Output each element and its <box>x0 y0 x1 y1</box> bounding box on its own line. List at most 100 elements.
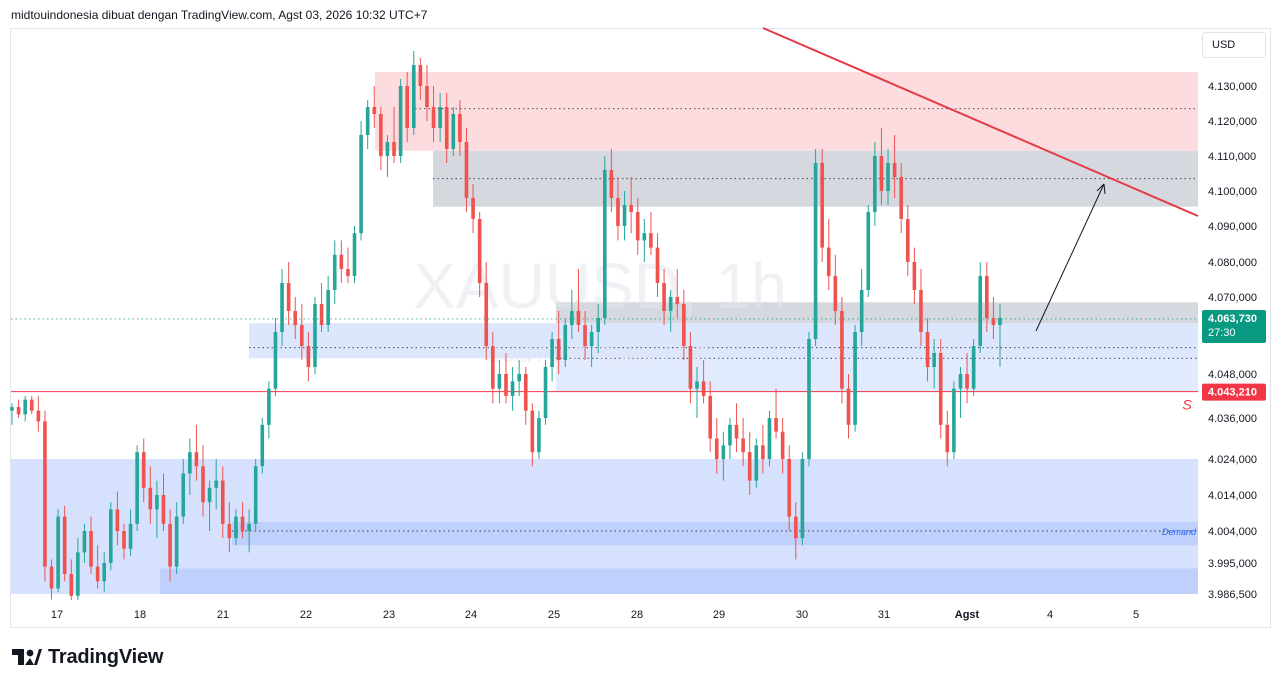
candle-body <box>728 424 732 446</box>
candle-body <box>95 566 100 582</box>
candle-body <box>787 459 792 517</box>
candle-body <box>642 233 647 241</box>
candle-body <box>174 516 179 567</box>
candle-body <box>846 388 851 425</box>
candle <box>589 325 594 367</box>
candle-body <box>497 374 502 389</box>
candle-body <box>873 156 877 212</box>
candle-body <box>339 254 344 269</box>
candle <box>148 466 153 524</box>
candle <box>932 339 936 389</box>
candle-body <box>201 466 205 503</box>
candle-body <box>932 353 936 367</box>
candle-body <box>207 487 212 503</box>
candle <box>36 396 41 432</box>
candle-body <box>721 445 726 459</box>
candle <box>128 509 133 556</box>
candle-body <box>62 516 67 574</box>
candle-body <box>556 339 561 360</box>
candle-body <box>629 205 633 212</box>
candle-body <box>754 445 759 481</box>
candle <box>398 79 403 163</box>
candle <box>168 509 172 582</box>
candle-body <box>985 276 989 318</box>
candle-body <box>905 219 910 262</box>
candle-body <box>708 396 712 439</box>
candle-body <box>10 407 14 411</box>
candle <box>886 149 890 205</box>
candle-body <box>451 114 456 149</box>
candle <box>602 156 607 325</box>
candle-body <box>826 247 831 276</box>
candle <box>352 226 357 283</box>
candle <box>840 297 844 404</box>
candle-body <box>491 346 495 389</box>
candle <box>43 410 47 582</box>
candle-body <box>622 205 627 226</box>
candle-body <box>122 531 126 549</box>
levels-layer: S Demand <box>11 108 1198 537</box>
candle <box>491 332 495 404</box>
candle-body <box>438 107 442 128</box>
candle <box>570 290 574 339</box>
y-tick-label: 4.100,000 <box>1208 186 1257 198</box>
candle-body <box>596 318 601 332</box>
candle <box>451 107 456 156</box>
candle-body <box>747 452 752 481</box>
candle <box>668 290 673 332</box>
candle-body <box>319 304 324 325</box>
candle <box>583 311 587 360</box>
y-tick-label: 4.130,000 <box>1208 81 1257 93</box>
candle-body <box>385 142 390 156</box>
candle-body <box>925 332 930 367</box>
candle <box>365 100 370 149</box>
x-tick-label: 18 <box>134 609 146 621</box>
x-tick-label: 21 <box>217 609 229 621</box>
candle <box>952 381 956 459</box>
candle-body <box>510 381 515 396</box>
y-tick-label: 4.110,000 <box>1208 151 1256 163</box>
candle <box>833 254 838 325</box>
candle <box>379 107 383 170</box>
candle <box>767 410 772 467</box>
candle-body <box>181 473 186 517</box>
candle-body <box>306 346 311 367</box>
candle <box>234 509 238 546</box>
candle-body <box>879 156 884 191</box>
tradingview-logo[interactable]: TradingView <box>12 646 163 669</box>
candle <box>721 431 726 481</box>
candle <box>543 360 548 425</box>
candle-body <box>675 297 680 304</box>
candle-body <box>372 107 377 114</box>
candle-body <box>741 438 745 453</box>
candle <box>701 360 706 404</box>
candle <box>273 318 278 396</box>
tradingview-logo-icon <box>12 648 42 665</box>
candle <box>530 403 535 467</box>
candle-body <box>293 311 298 325</box>
candle <box>286 262 291 325</box>
candle-body <box>886 163 890 191</box>
candle <box>418 58 423 100</box>
candle-body <box>425 86 429 107</box>
candle-body <box>464 142 469 198</box>
candle-body <box>767 418 772 459</box>
candle-body <box>82 531 87 553</box>
candle <box>504 353 508 404</box>
candle-body <box>807 339 811 459</box>
candle-body <box>392 142 396 156</box>
currency-button[interactable]: USD <box>1202 32 1266 58</box>
trend-layer <box>762 27 1199 332</box>
candle-body <box>135 452 139 524</box>
candle <box>820 149 824 262</box>
candle <box>293 297 298 339</box>
candle-body <box>840 311 844 389</box>
candle-body <box>761 445 765 459</box>
candle <box>62 505 67 582</box>
candle-body <box>774 418 778 432</box>
y-tick-label: 4.120,000 <box>1208 116 1257 128</box>
candle <box>622 191 627 241</box>
candle-body <box>194 452 199 467</box>
candle <box>16 399 21 418</box>
